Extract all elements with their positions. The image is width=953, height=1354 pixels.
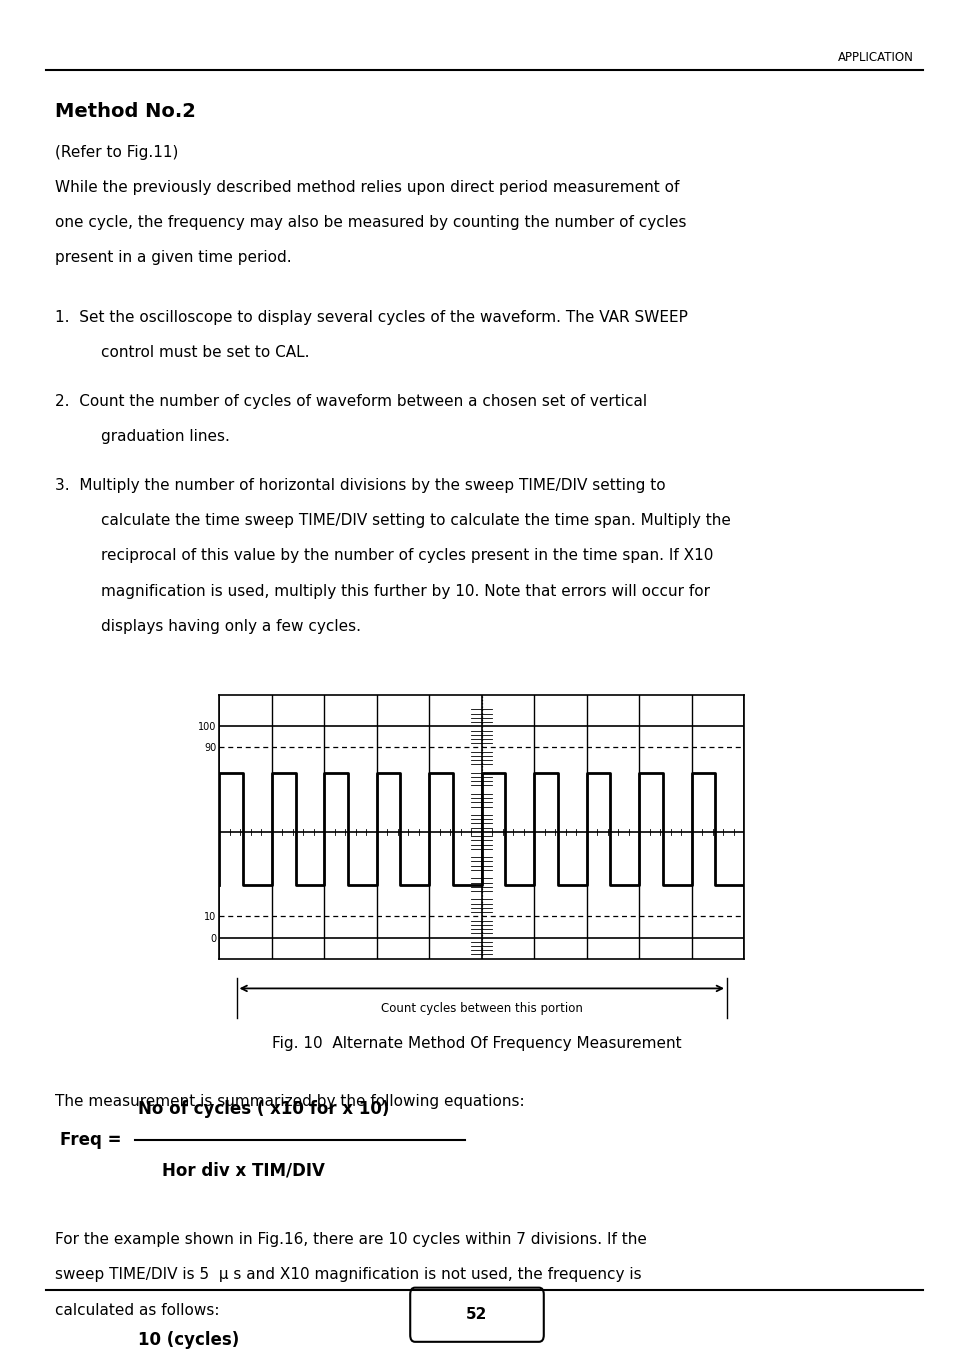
Text: No of cycles ( x10 for x 10): No of cycles ( x10 for x 10) [138,1101,389,1118]
Text: sweep TIME/DIV is 5  μ s and X10 magnification is not used, the frequency is: sweep TIME/DIV is 5 μ s and X10 magnific… [55,1267,641,1282]
Text: calculated as follows:: calculated as follows: [55,1303,219,1317]
Text: (Refer to Fig.11): (Refer to Fig.11) [55,145,178,160]
Text: Hor div x TIM/DIV: Hor div x TIM/DIV [162,1162,325,1179]
Text: reciprocal of this value by the number of cycles present in the time span. If X1: reciprocal of this value by the number o… [101,548,713,563]
Text: 10 (cycles): 10 (cycles) [138,1331,239,1349]
Text: magnification is used, multiply this further by 10. Note that errors will occur : magnification is used, multiply this fur… [101,584,709,598]
Text: 52: 52 [466,1307,487,1323]
Text: calculate the time sweep TIME/DIV setting to calculate the time span. Multiply t: calculate the time sweep TIME/DIV settin… [101,513,730,528]
Text: While the previously described method relies upon direct period measurement of: While the previously described method re… [55,180,679,195]
Text: For the example shown in Fig.16, there are 10 cycles within 7 divisions. If the: For the example shown in Fig.16, there a… [55,1232,646,1247]
Text: displays having only a few cycles.: displays having only a few cycles. [101,619,361,634]
Text: 1.  Set the oscilloscope to display several cycles of the waveform. The VAR SWEE: 1. Set the oscilloscope to display sever… [55,310,687,325]
Text: one cycle, the frequency may also be measured by counting the number of cycles: one cycle, the frequency may also be mea… [55,215,686,230]
Text: control must be set to CAL.: control must be set to CAL. [101,345,310,360]
Text: 3.  Multiply the number of horizontal divisions by the sweep TIME/DIV setting to: 3. Multiply the number of horizontal div… [55,478,665,493]
Text: Fig. 10  Alternate Method Of Frequency Measurement: Fig. 10 Alternate Method Of Frequency Me… [272,1036,681,1051]
Text: present in a given time period.: present in a given time period. [55,250,292,265]
FancyBboxPatch shape [410,1288,543,1342]
Text: Count cycles between this portion: Count cycles between this portion [380,1002,582,1016]
Text: Freq =: Freq = [60,1131,127,1150]
Text: graduation lines.: graduation lines. [101,429,230,444]
Text: APPLICATION: APPLICATION [837,51,913,65]
Text: 2.  Count the number of cycles of waveform between a chosen set of vertical: 2. Count the number of cycles of wavefor… [55,394,647,409]
Text: Method No.2: Method No.2 [55,102,196,121]
Text: The measurement is summarized by the following equations:: The measurement is summarized by the fol… [55,1094,524,1109]
